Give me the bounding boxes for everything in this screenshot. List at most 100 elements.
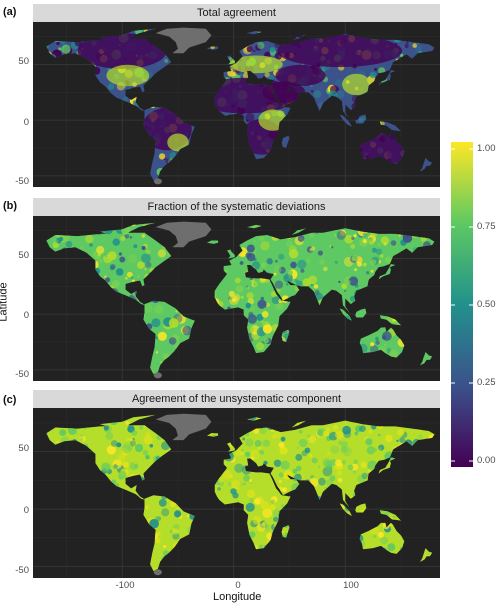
- land-texture-dot: [48, 349, 57, 357]
- land-texture-dot: [266, 408, 274, 414]
- land-texture-dot: [74, 82, 78, 87]
- land-texture-dot: [149, 518, 159, 529]
- land-texture-dot: [53, 422, 60, 429]
- land-texture-dot: [324, 538, 332, 545]
- land-texture-dot: [417, 60, 428, 71]
- land-texture-dot: [422, 362, 425, 365]
- land-texture-dot: [86, 418, 89, 421]
- land-texture-dot: [218, 437, 228, 447]
- land-texture-dot: [404, 439, 413, 448]
- land-texture-dot: [406, 281, 409, 285]
- land-texture-dot: [353, 378, 357, 381]
- land-texture-dot: [355, 329, 365, 339]
- land-texture-dot: [418, 375, 425, 377]
- land-texture-dot: [80, 246, 84, 250]
- panel-b-letter: (b): [3, 200, 18, 212]
- land-texture-dot: [372, 178, 382, 183]
- land-texture-dot: [245, 438, 254, 447]
- land-texture-dot: [178, 265, 188, 275]
- land-texture-dot: [216, 567, 224, 574]
- land-texture-dot: [192, 288, 195, 291]
- land-texture-dot: [263, 337, 270, 344]
- land-texture-dot: [53, 271, 64, 281]
- land-texture-dot: [418, 28, 426, 30]
- land-texture-dot: [252, 463, 256, 467]
- land-texture-dot: [69, 576, 74, 578]
- land-texture-dot: [80, 108, 89, 118]
- high-agreement-zone: [106, 64, 150, 87]
- land-texture-dot: [69, 59, 74, 63]
- land-texture-dot: [406, 337, 411, 342]
- land-texture-dot: [192, 258, 200, 266]
- land-texture-dot: [77, 488, 83, 493]
- land-texture-dot: [164, 556, 170, 561]
- land-texture-dot: [432, 552, 435, 559]
- land-texture-dot: [349, 295, 356, 302]
- land-texture-dot: [432, 427, 435, 434]
- land-texture-dot: [90, 262, 97, 268]
- land-texture-dot: [261, 311, 269, 318]
- land-texture-dot: [55, 37, 59, 41]
- land-texture-dot: [42, 341, 45, 344]
- land-texture-dot: [67, 552, 71, 555]
- land-texture-dot: [316, 155, 321, 160]
- land-texture-dot: [401, 351, 405, 355]
- land-texture-dot: [351, 463, 359, 471]
- land-texture-dot: [255, 166, 263, 173]
- land-texture-dot: [405, 530, 414, 539]
- land-texture-dot: [74, 138, 83, 148]
- land-texture-dot: [194, 460, 203, 469]
- land-texture-dot: [139, 311, 146, 318]
- land-texture-dot: [313, 284, 319, 289]
- land-texture-dot: [68, 458, 73, 463]
- land-texture-dot: [177, 52, 187, 62]
- land-texture-dot: [329, 290, 335, 296]
- land-texture-dot: [266, 420, 277, 430]
- land-texture-dot: [121, 443, 132, 454]
- land-texture-dot: [329, 486, 335, 492]
- land-texture-dot: [192, 299, 195, 303]
- land-texture-dot: [317, 250, 323, 256]
- land-texture-dot: [172, 299, 176, 303]
- land-texture-dot: [305, 107, 311, 113]
- land-texture-dot: [328, 90, 338, 100]
- land-texture-dot: [335, 148, 339, 152]
- land-texture-dot: [273, 559, 280, 567]
- land-texture-dot: [212, 458, 217, 464]
- land-texture-dot: [421, 455, 424, 458]
- land-texture-dot: [260, 32, 264, 36]
- land-texture-dot: [294, 28, 305, 38]
- land-texture-dot: [334, 234, 337, 237]
- land-texture-dot: [329, 517, 339, 527]
- land-texture-dot: [46, 228, 52, 236]
- land-texture-dot: [107, 374, 116, 377]
- land-texture-dot: [304, 542, 307, 545]
- land-texture-dot: [247, 74, 253, 79]
- land-texture-dot: [405, 123, 415, 134]
- grey-tip: [153, 372, 162, 379]
- land-field: [40, 28, 435, 183]
- land-texture-dot: [81, 422, 89, 430]
- land-texture-dot: [407, 98, 416, 106]
- land-texture-dot: [40, 87, 43, 90]
- land-texture-dot: [227, 180, 231, 183]
- land-texture-dot: [145, 483, 150, 488]
- land-texture-dot: [141, 216, 144, 218]
- land-texture-dot: [282, 311, 290, 319]
- land-texture-dot: [123, 552, 133, 561]
- land-texture-dot: [296, 166, 304, 174]
- land-texture-dot: [240, 152, 249, 161]
- land-texture-dot: [261, 414, 270, 421]
- land-texture-dot: [289, 530, 293, 534]
- land-texture-dot: [336, 320, 345, 330]
- land-texture-dot: [383, 316, 393, 326]
- land-texture-dot: [334, 296, 343, 305]
- land-texture-dot: [351, 344, 354, 347]
- land-texture-dot: [379, 179, 388, 183]
- land-texture-dot: [305, 569, 314, 574]
- land-texture-dot: [252, 420, 255, 423]
- land-texture-dot: [344, 147, 354, 156]
- land-texture-dot: [232, 71, 237, 77]
- land-texture-dot: [389, 349, 398, 358]
- land-texture-dot: [390, 494, 399, 502]
